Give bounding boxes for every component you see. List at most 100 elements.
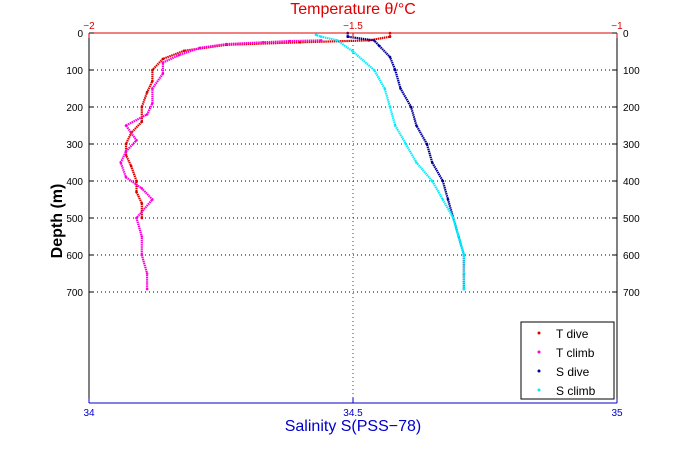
data-point [140, 253, 144, 257]
x-top-tick-label: −1.5 [343, 21, 363, 32]
top-axis-title: Temperature θ/°C [290, 1, 416, 18]
data-point [320, 35, 323, 38]
legend-marker [537, 369, 541, 373]
data-point [404, 142, 408, 146]
data-point [441, 179, 445, 183]
bottom-axis-title: Salinity S(PSS−78) [285, 418, 422, 435]
data-point [151, 68, 154, 72]
y-tick-label-right: 300 [623, 140, 640, 151]
y-tick-label-left: 600 [66, 251, 83, 262]
data-point [399, 87, 402, 90]
x-bottom-tick-label: 34.5 [343, 408, 363, 419]
data-point [151, 198, 154, 201]
data-point [415, 124, 418, 127]
legend-box [520, 321, 615, 400]
data-point [462, 287, 466, 291]
data-point [425, 142, 429, 146]
data-point [135, 216, 138, 220]
legend-label: T climb [556, 346, 595, 360]
series-s-climb [314, 33, 466, 291]
data-point [452, 216, 455, 220]
data-point [288, 39, 291, 43]
x-top-tick-label: −1 [611, 21, 623, 32]
data-point [119, 161, 122, 164]
data-point [140, 235, 144, 238]
legend-marker [537, 388, 541, 392]
legend-marker [537, 350, 541, 354]
data-point [372, 39, 376, 42]
data-point [462, 272, 466, 275]
data-point [140, 120, 144, 124]
data-point [124, 124, 128, 127]
y-tick-label-right: 500 [623, 214, 640, 225]
series-t-climb [119, 39, 323, 291]
x-bottom-tick-label: 35 [611, 408, 623, 419]
data-point [145, 113, 149, 116]
data-point [140, 216, 144, 220]
data-point [182, 49, 186, 53]
data-point [151, 102, 154, 105]
y-axis-title: Depth (m) [49, 184, 66, 259]
data-point [430, 179, 434, 183]
data-point [151, 87, 154, 90]
data-point [161, 61, 165, 64]
data-point [161, 72, 165, 75]
legend-label: S dive [556, 365, 590, 379]
data-point [135, 139, 138, 142]
data-point [346, 35, 350, 38]
y-tick-label-right: 200 [623, 103, 640, 114]
y-tick-label-right: 600 [623, 251, 640, 262]
series-t-dive [124, 31, 392, 220]
legend-label: S climb [556, 384, 596, 398]
data-point [393, 124, 397, 127]
data-point [335, 39, 339, 42]
data-point [441, 198, 445, 201]
y-tick-label-left: 700 [66, 288, 83, 299]
data-point [225, 42, 228, 46]
data-point [161, 57, 165, 61]
data-point [388, 55, 392, 59]
y-tick-label-left: 300 [66, 140, 83, 151]
x-bottom-tick-label: 34 [83, 408, 95, 419]
axis-ticks: 0 0 100 100 200 200 300 300 400 400 500 500 600 600 70… [66, 21, 640, 419]
y-tick-label-right: 700 [623, 288, 640, 299]
data-point [383, 87, 387, 90]
data-point [129, 164, 133, 168]
data-point [177, 53, 181, 57]
data-point [151, 79, 154, 83]
data-point [378, 44, 381, 48]
data-point [145, 272, 149, 275]
data-point [124, 142, 128, 146]
legend-marker [537, 331, 541, 335]
data-point [140, 105, 144, 109]
data-point [393, 68, 397, 72]
data-point [135, 190, 138, 194]
data-point [409, 105, 413, 109]
data-point [320, 39, 323, 42]
y-tick-label-left: 500 [66, 214, 83, 225]
data-point [145, 287, 149, 291]
legend-label: T dive [556, 327, 589, 341]
grid-lines [89, 33, 617, 403]
data-point [446, 198, 450, 201]
data-point [198, 46, 202, 50]
y-tick-label-right: 100 [623, 66, 640, 77]
data-point [462, 253, 466, 257]
y-tick-label-left: 200 [66, 103, 83, 114]
y-tick-label-right: 400 [623, 177, 640, 188]
legend: T dive T climb S dive S climb [520, 321, 615, 400]
series-layer [119, 31, 466, 291]
series-trace [119, 39, 322, 289]
data-point [261, 41, 265, 44]
data-point [457, 235, 460, 238]
data-point [140, 201, 144, 205]
y-tick-label-right: 0 [623, 29, 629, 40]
data-point [351, 50, 355, 53]
data-point [430, 161, 434, 164]
x-top-tick-label: −2 [83, 21, 95, 32]
data-point [388, 35, 392, 38]
data-point [145, 90, 149, 94]
data-point [135, 179, 138, 183]
series-trace [124, 33, 392, 218]
